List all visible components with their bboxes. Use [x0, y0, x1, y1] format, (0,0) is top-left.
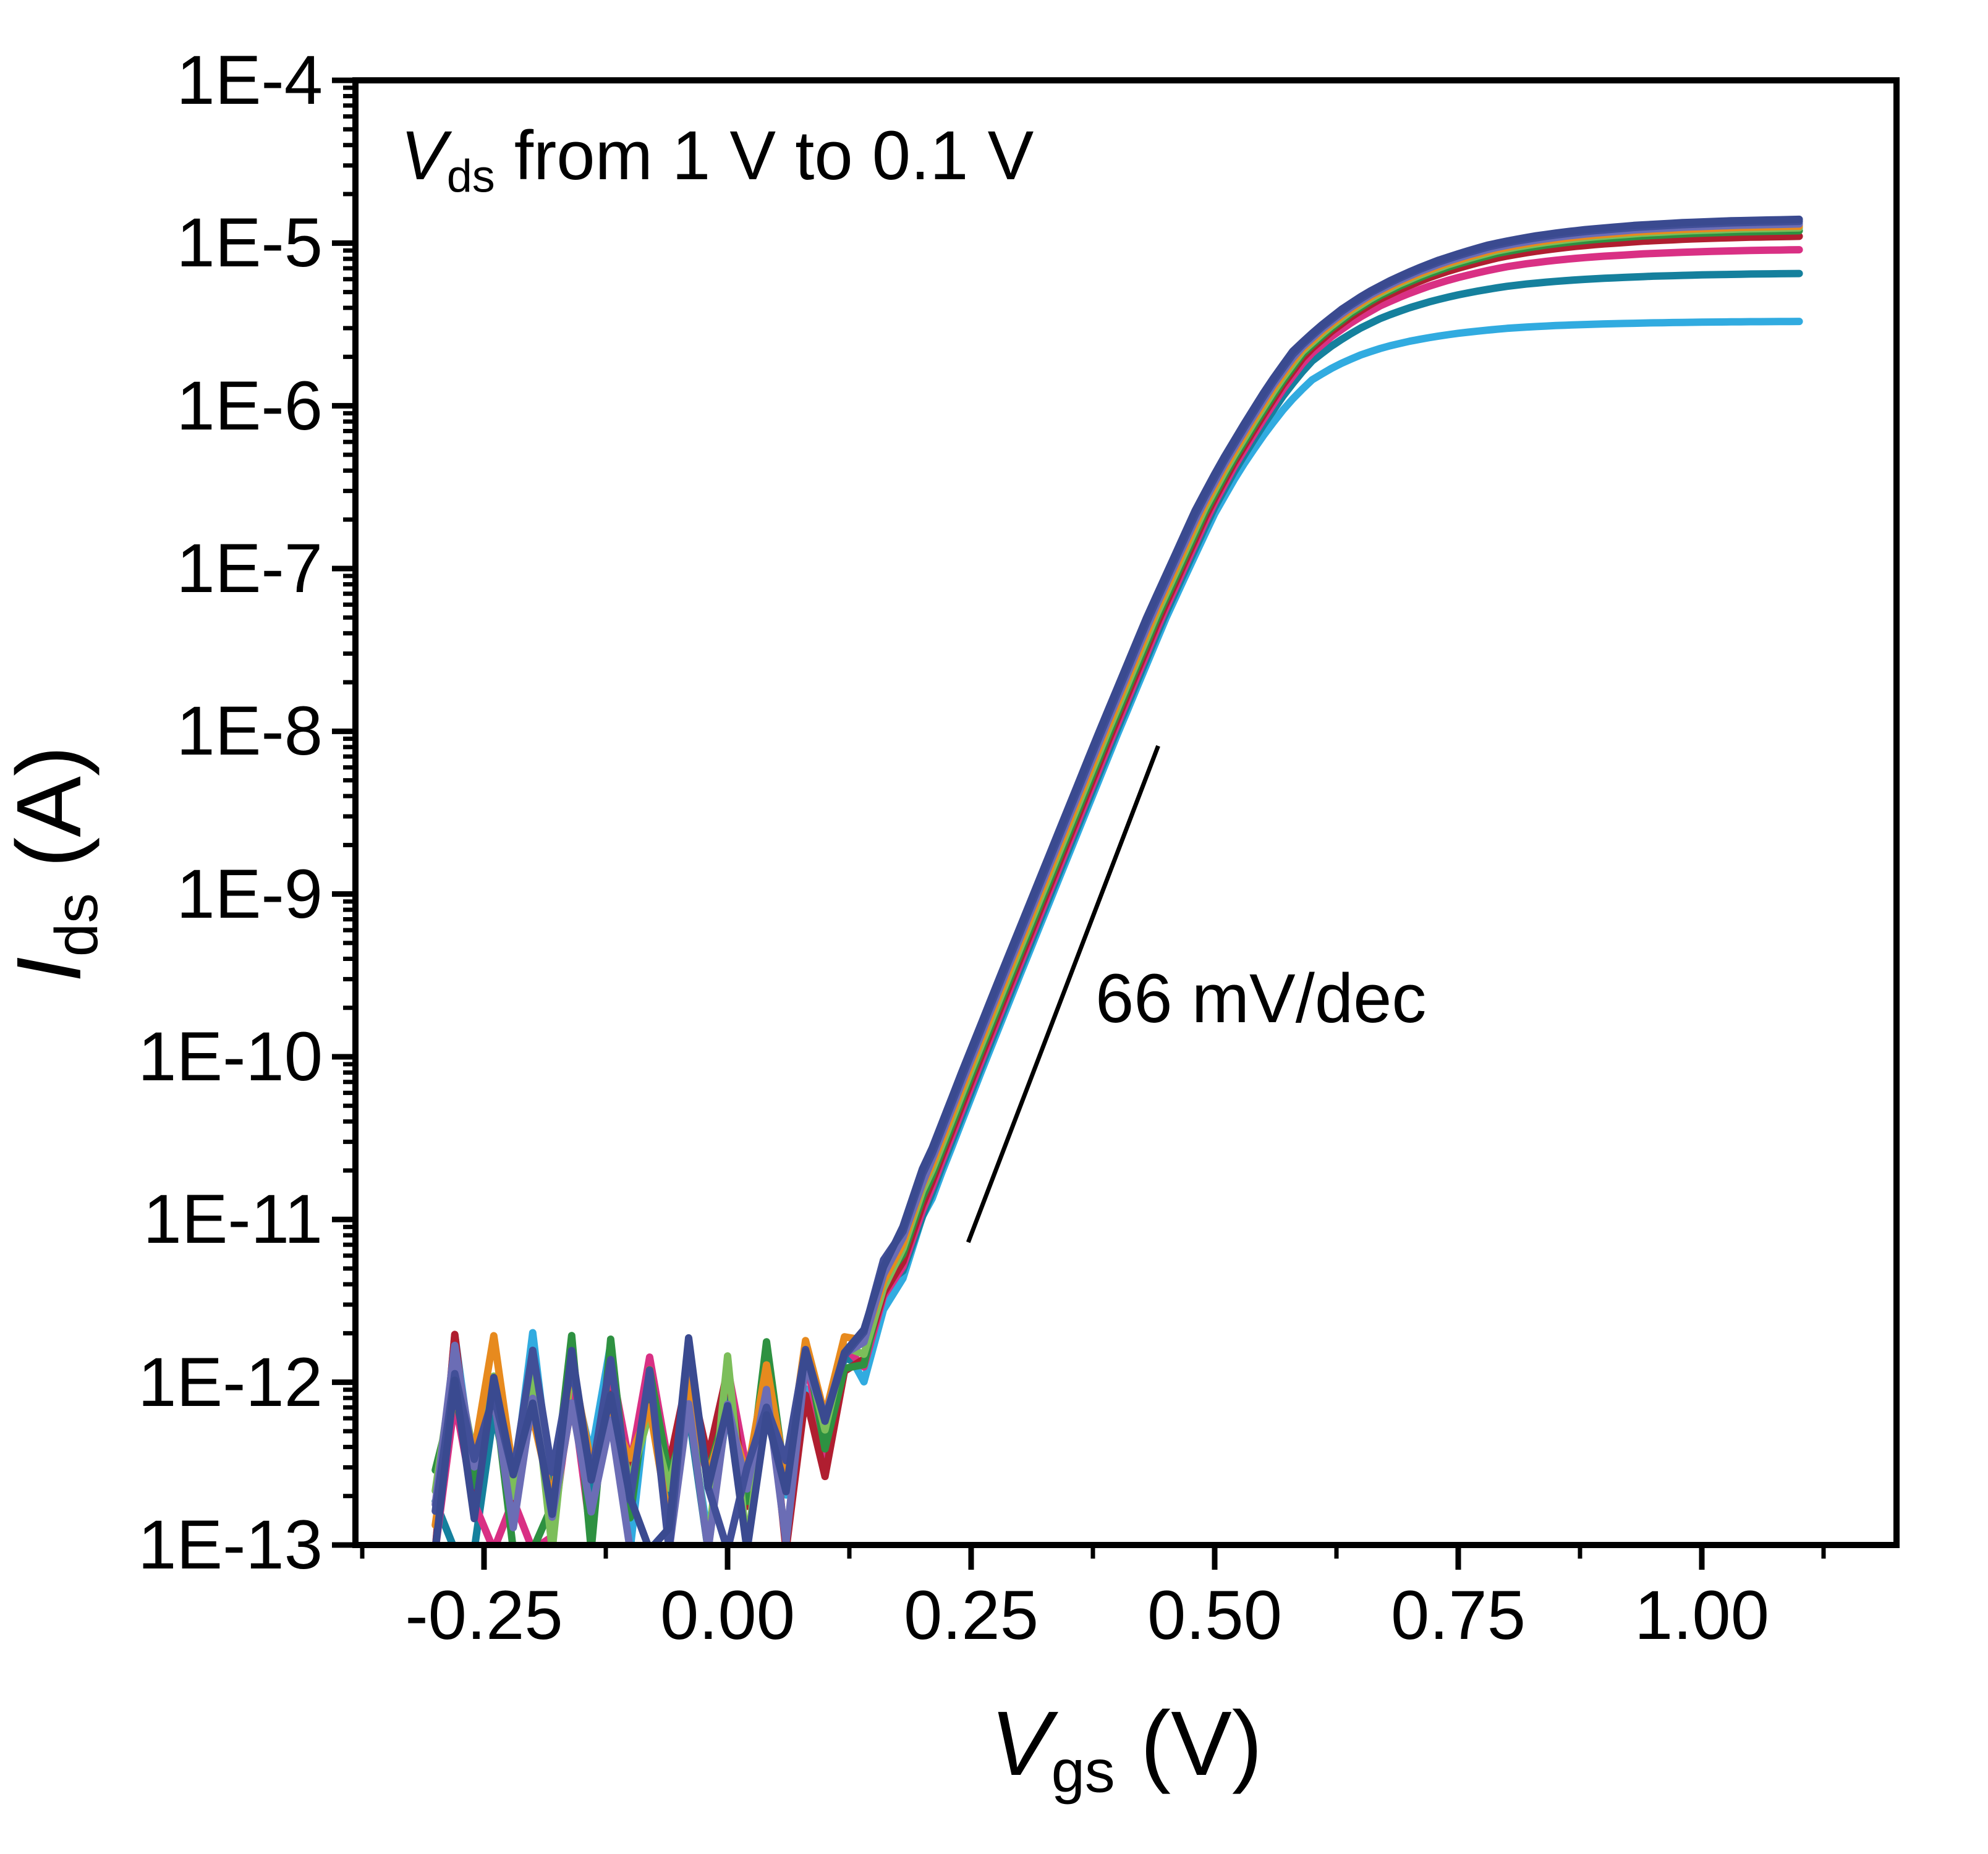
y-tick-label: 1E-10 — [138, 1017, 323, 1095]
x-axis-subscript: gs — [1051, 1737, 1115, 1805]
slope-indicator-line — [966, 745, 1160, 1243]
y-tick-label: 1E-9 — [176, 855, 323, 933]
x-tick-label: 0.25 — [904, 1577, 1039, 1654]
curve-vds-1p0V — [432, 215, 1803, 1545]
vds-subscript: ds — [446, 150, 495, 202]
curve-vds-0p1V — [431, 318, 1803, 1545]
x-axis-title: Vgs (V) — [990, 1691, 1262, 1824]
curve-vds-0p6V — [431, 224, 1803, 1545]
x-tick-label: 0.75 — [1391, 1577, 1526, 1654]
x-tick-label: -0.25 — [405, 1577, 563, 1654]
x-tick-label: 0.50 — [1147, 1577, 1282, 1654]
curve-vds-0p2V — [431, 269, 1803, 1545]
curve-vds-0p7V — [431, 222, 1803, 1529]
vds-range-annotation: Vds from 1 V to 0.1 V — [401, 115, 1034, 218]
slope-annotation: 66 mV/dec — [1095, 960, 1427, 1037]
curve-vds-0p3V — [432, 246, 1803, 1545]
y-tick-label: 1E-6 — [176, 366, 323, 444]
curves-group — [431, 215, 1803, 1545]
y-axis-symbol: I — [0, 957, 100, 983]
y-tick-label: 1E-12 — [138, 1343, 323, 1421]
y-tick-label: 1E-11 — [143, 1180, 323, 1258]
y-tick-label: 1E-4 — [176, 41, 323, 119]
y-tick-label: 1E-13 — [138, 1505, 323, 1583]
vds-annotation-text: from 1 V to 0.1 V — [495, 117, 1034, 194]
y-tick-label: 1E-7 — [176, 529, 323, 607]
x-axis-symbol: V — [990, 1693, 1051, 1795]
curve-vds-0p9V — [431, 218, 1803, 1545]
y-tick-label: 1E-5 — [176, 204, 323, 282]
plot-frame — [352, 77, 1900, 1548]
x-axis-unit: (V) — [1115, 1693, 1263, 1795]
x-tick-label: 0.00 — [660, 1577, 795, 1654]
curve-vds-0p8V — [431, 220, 1803, 1545]
ticks-group — [332, 77, 1826, 1570]
y-tick-label: 1E-8 — [176, 692, 323, 770]
curve-vds-0p5V — [431, 227, 1803, 1545]
x-tick-label: 1.00 — [1634, 1577, 1769, 1654]
vds-symbol: V — [401, 117, 447, 194]
curve-vds-0p4V — [431, 232, 1803, 1545]
